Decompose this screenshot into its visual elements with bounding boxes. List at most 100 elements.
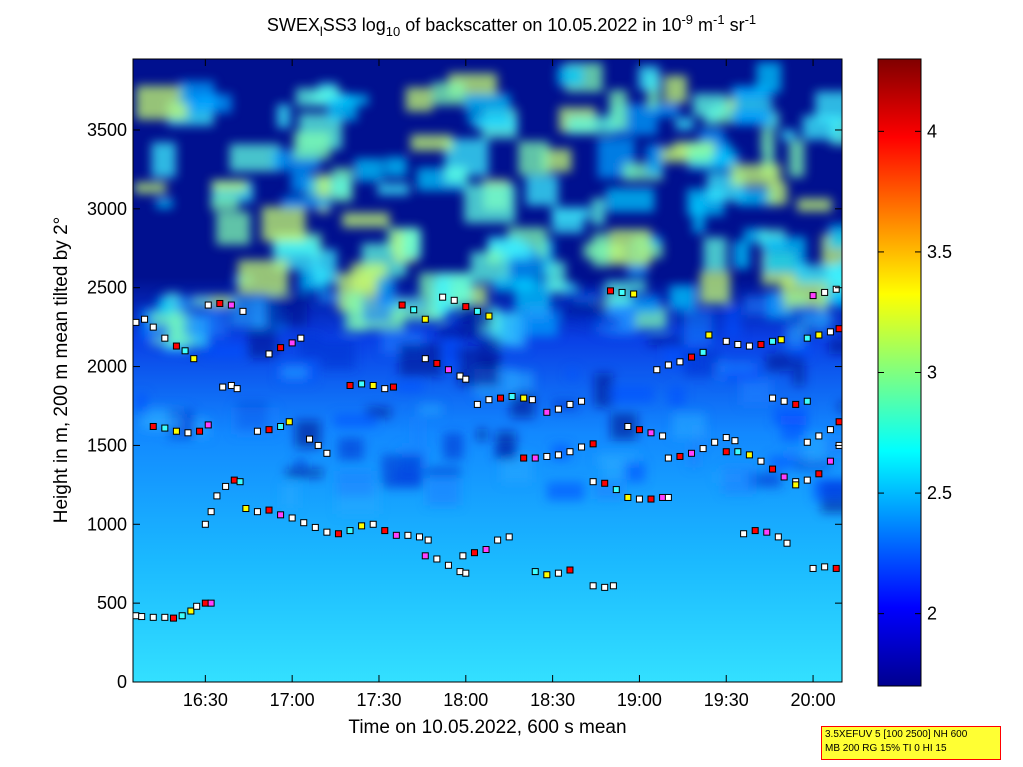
texture-patch bbox=[396, 381, 424, 392]
layer-marker bbox=[456, 372, 464, 380]
texture-patch bbox=[293, 131, 331, 160]
layer-marker bbox=[688, 449, 696, 457]
texture-patch bbox=[151, 142, 176, 178]
texture-patch bbox=[795, 264, 842, 285]
layer-marker bbox=[635, 426, 643, 434]
texture-patch bbox=[648, 336, 685, 346]
layer-marker bbox=[554, 451, 562, 459]
colorbar-tick-label: 3 bbox=[927, 363, 937, 383]
layer-marker bbox=[659, 493, 667, 501]
layer-marker bbox=[207, 599, 215, 607]
texture-patch bbox=[366, 407, 391, 418]
layer-marker bbox=[196, 427, 204, 435]
layer-marker bbox=[664, 454, 672, 462]
layer-marker bbox=[288, 339, 296, 347]
layer-marker bbox=[505, 533, 513, 541]
layer-marker bbox=[699, 348, 707, 356]
layer-marker bbox=[314, 441, 322, 449]
texture-patch bbox=[432, 82, 466, 106]
layer-marker bbox=[543, 408, 551, 416]
texture-patch bbox=[699, 271, 731, 304]
texture-patch bbox=[506, 317, 528, 350]
layer-marker bbox=[421, 552, 429, 560]
layer-marker bbox=[688, 353, 696, 361]
colorbar-tick-label: 4 bbox=[927, 121, 937, 141]
texture-patch bbox=[609, 385, 654, 403]
texture-patch bbox=[721, 466, 756, 494]
layer-marker bbox=[815, 432, 823, 440]
x-axis-label: Time on 10.05.2022, 600 s mean bbox=[348, 717, 627, 738]
x-axis: 16:30 17:00 17:30 18:00 18:30 19:00 19:30 20:00 bbox=[183, 59, 836, 710]
texture-patch bbox=[609, 229, 652, 266]
texture-patch bbox=[438, 327, 483, 341]
texture-patch bbox=[361, 298, 391, 322]
layer-marker bbox=[398, 301, 406, 309]
texture-patch bbox=[812, 478, 842, 502]
texture-patch bbox=[193, 295, 236, 307]
x-tick-label: 18:30 bbox=[530, 690, 575, 710]
texture-patch bbox=[377, 183, 410, 196]
layer-marker bbox=[193, 602, 201, 610]
layer-marker bbox=[664, 361, 672, 369]
layer-marker bbox=[444, 366, 452, 374]
layer-marker bbox=[204, 421, 212, 429]
texture-patch bbox=[828, 224, 842, 250]
layer-marker bbox=[184, 429, 192, 437]
texture-patch bbox=[495, 431, 517, 460]
layer-marker bbox=[826, 457, 834, 465]
layer-marker bbox=[769, 465, 777, 473]
layer-marker bbox=[222, 482, 230, 490]
layer-marker bbox=[421, 355, 429, 363]
texture-patch bbox=[344, 292, 366, 332]
y-tick-label: 3000 bbox=[87, 199, 127, 219]
texture-patch bbox=[476, 428, 488, 441]
colorbar-tick-label: 2 bbox=[927, 604, 937, 624]
texture-patch bbox=[606, 187, 655, 212]
texture-patch bbox=[638, 65, 660, 91]
texture-patch bbox=[610, 412, 637, 440]
texture-patch bbox=[564, 302, 607, 317]
texture-patch bbox=[510, 392, 535, 418]
layer-marker bbox=[172, 342, 180, 350]
texture-patch bbox=[781, 129, 797, 141]
y-tick-label: 3500 bbox=[87, 120, 127, 140]
x-tick-label: 16:30 bbox=[183, 690, 228, 710]
layer-marker bbox=[485, 396, 493, 404]
layer-marker bbox=[433, 555, 441, 563]
layer-marker bbox=[265, 350, 273, 358]
layer-marker bbox=[664, 493, 672, 501]
texture-patch bbox=[230, 295, 267, 328]
layer-marker bbox=[277, 344, 285, 352]
layer-marker bbox=[745, 451, 753, 459]
layer-marker bbox=[242, 505, 250, 513]
layer-marker bbox=[734, 340, 742, 348]
layer-marker bbox=[647, 429, 655, 437]
texture-patch bbox=[552, 213, 584, 234]
layer-marker bbox=[543, 452, 551, 460]
plot-area bbox=[133, 59, 842, 682]
layer-marker bbox=[253, 508, 261, 516]
texture-patch bbox=[703, 237, 727, 272]
layer-marker bbox=[288, 514, 296, 522]
texture-patch bbox=[136, 85, 188, 120]
layer-marker bbox=[439, 293, 447, 301]
layer-marker bbox=[531, 568, 539, 576]
texture-patch bbox=[525, 175, 559, 206]
layer-marker bbox=[415, 533, 423, 541]
texture-patch bbox=[760, 129, 775, 152]
layer-marker bbox=[826, 426, 834, 434]
texture-patch bbox=[793, 355, 805, 386]
layer-marker bbox=[783, 539, 791, 547]
layer-marker bbox=[497, 394, 505, 402]
texture-patch bbox=[740, 379, 772, 406]
layer-marker bbox=[300, 519, 308, 527]
layer-marker bbox=[566, 448, 574, 456]
layer-marker bbox=[141, 315, 149, 323]
y-tick-label: 500 bbox=[97, 593, 127, 613]
layer-marker bbox=[424, 536, 432, 544]
y-axis-label: Height in m, 200 m mean tilted by 2° bbox=[51, 216, 72, 524]
texture-patch bbox=[525, 305, 549, 320]
layer-marker bbox=[265, 426, 273, 434]
texture-patch bbox=[724, 305, 742, 338]
texture-patch bbox=[731, 163, 782, 186]
